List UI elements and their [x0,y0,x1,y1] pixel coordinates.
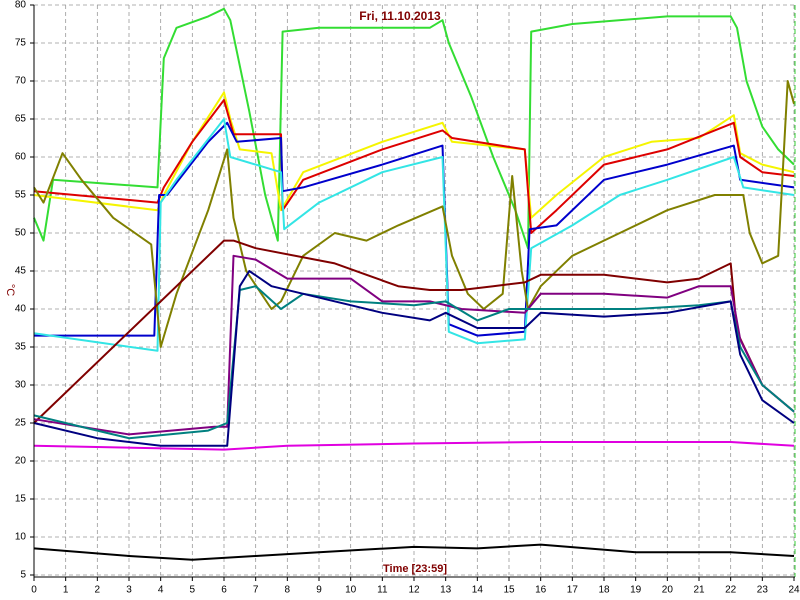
x-tick-label: 7 [253,585,259,596]
y-tick-label: 65 [15,114,27,125]
y-tick-label: 5 [20,570,26,581]
x-tick-label: 5 [190,585,196,596]
x-tick-label: 3 [126,585,132,596]
x-tick-label: 6 [221,585,227,596]
lines [33,7,795,561]
x-tick-label: 21 [693,585,705,596]
x-tick-label: 12 [408,585,420,596]
y-tick-label: 55 [15,190,27,201]
series-line [33,99,795,234]
series-line [33,270,795,447]
y-tick-label: 50 [15,228,27,239]
x-tick-label: 11 [377,585,388,596]
series-line [33,254,795,436]
x-tick-label: 22 [725,585,737,596]
series-line [34,121,795,337]
x-tick-label: 13 [440,585,452,596]
series-line [33,91,795,219]
x-tick-label: 0 [31,585,37,596]
y-tick-label: 80 [15,0,27,11]
y-tick-label: 30 [15,380,27,391]
x-tick-label: 16 [535,585,547,596]
y-tick-label: 35 [15,342,27,353]
x-tick-label: 17 [567,585,579,596]
grid [33,4,795,576]
x-tick-label: 18 [598,585,610,596]
chart-title: Fri, 11.10.2013 [359,9,441,23]
x-tick-label: 20 [662,585,674,596]
x-tick-label: 19 [630,585,642,596]
series-line [33,118,795,352]
series-line [33,543,795,561]
y-axis-title: °C [4,284,16,296]
series-line [33,441,795,451]
x-axis-title: Time [23:59] [383,563,447,575]
y-tick-label: 60 [15,152,27,163]
x-tick-label: 4 [158,585,164,596]
y-tick-label: 10 [15,532,27,543]
series-line [33,239,795,424]
y-tick-label: 40 [15,304,27,315]
y-tick-label: 75 [15,38,27,49]
x-tick-label: 10 [345,585,357,596]
x-tick-label: 9 [316,585,322,596]
x-tick-label: 1 [63,585,69,596]
x-tick-label: 24 [788,585,800,596]
x-tick-label: 15 [503,585,515,596]
x-tick-label: 14 [472,585,484,596]
series-line [33,80,795,348]
y-tick-label: 15 [15,494,27,505]
series-line [33,7,795,250]
y-tick-label: 20 [15,456,27,467]
y-tick-label: 25 [15,418,27,429]
x-tick-label: 23 [757,585,769,596]
x-tick-label: 8 [285,585,291,596]
y-tick-label: 45 [15,266,27,277]
y-tick-label: 70 [15,76,27,87]
x-tick-label: 2 [95,585,101,596]
